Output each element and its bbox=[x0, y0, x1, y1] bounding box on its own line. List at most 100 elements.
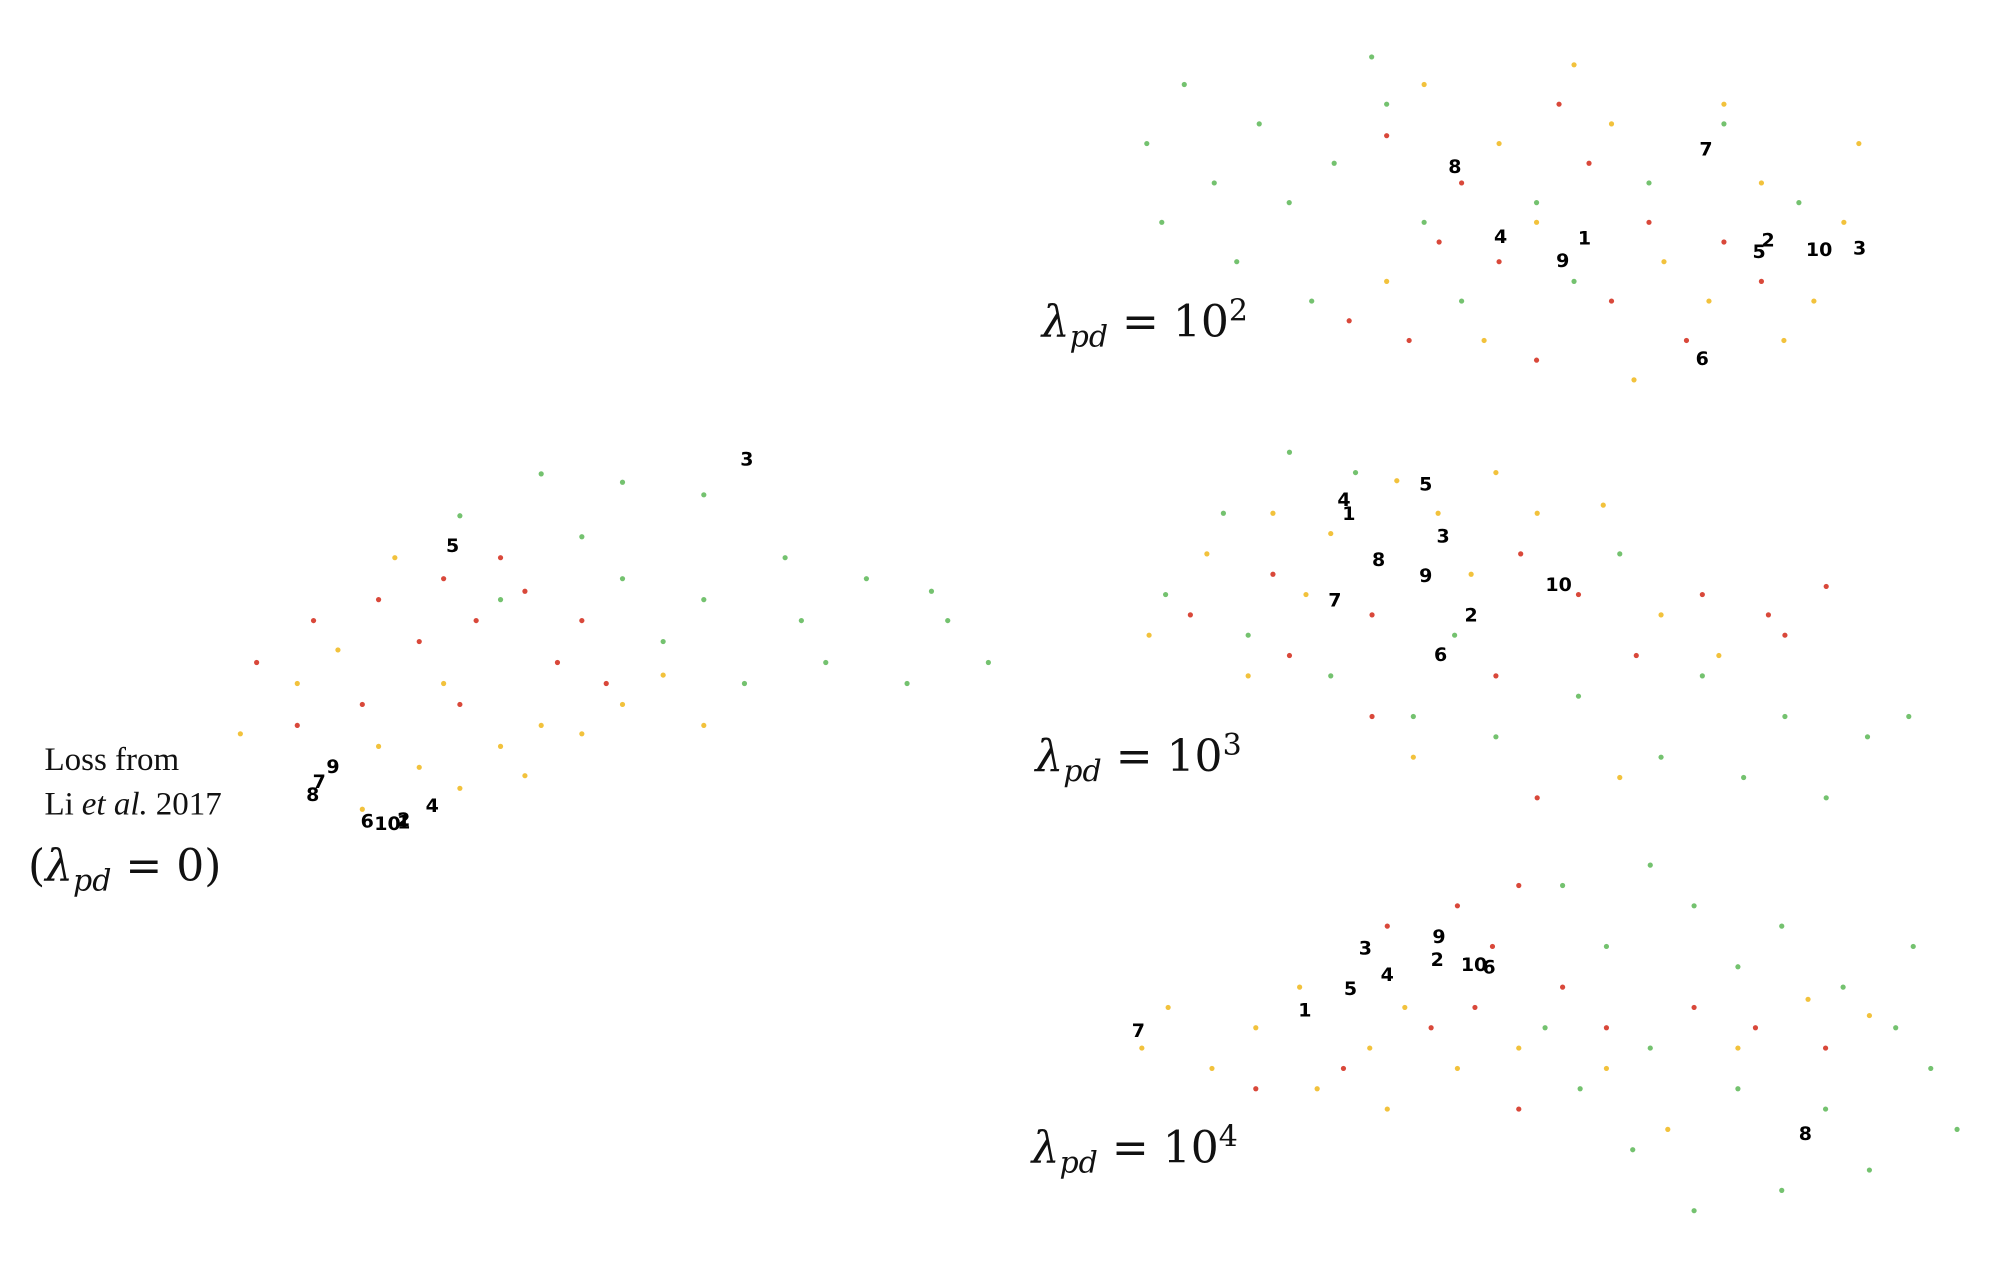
relation: = bbox=[1116, 731, 1153, 782]
point bbox=[1384, 133, 1390, 139]
point-label: 3 bbox=[1853, 238, 1866, 260]
point-label: 9 bbox=[1432, 926, 1445, 948]
point-label: 2 bbox=[1431, 949, 1444, 971]
point bbox=[1658, 754, 1664, 760]
point bbox=[538, 471, 544, 477]
point bbox=[1630, 1147, 1636, 1153]
paren: ) bbox=[204, 840, 221, 891]
point bbox=[554, 659, 561, 666]
point bbox=[1796, 200, 1802, 206]
point bbox=[1493, 469, 1499, 476]
point bbox=[1577, 1086, 1583, 1092]
point bbox=[1586, 160, 1592, 166]
point bbox=[1805, 996, 1811, 1002]
point bbox=[1297, 984, 1303, 990]
point bbox=[1220, 510, 1227, 516]
point bbox=[1617, 551, 1623, 557]
point bbox=[579, 617, 585, 624]
point bbox=[1489, 943, 1496, 950]
point bbox=[1781, 337, 1787, 344]
symbol: λ bbox=[43, 840, 73, 891]
point bbox=[701, 722, 707, 729]
point bbox=[1811, 298, 1817, 304]
point bbox=[1428, 1025, 1434, 1031]
point-label: 4 bbox=[1337, 489, 1350, 511]
author: Li bbox=[44, 786, 73, 822]
point-label: 7 bbox=[1132, 1020, 1145, 1042]
point-label: 4 bbox=[426, 795, 439, 817]
point bbox=[1841, 219, 1847, 225]
point bbox=[375, 597, 382, 603]
point-label: 4 bbox=[1494, 226, 1507, 248]
point-label: 2 bbox=[1762, 230, 1775, 252]
point bbox=[1534, 510, 1540, 516]
point-label: 6 bbox=[1482, 957, 1495, 979]
point bbox=[522, 773, 528, 779]
point bbox=[1866, 1167, 1873, 1173]
point bbox=[1928, 1065, 1934, 1072]
point bbox=[1633, 652, 1639, 659]
point bbox=[1823, 795, 1829, 801]
point bbox=[1303, 591, 1309, 598]
point bbox=[619, 701, 626, 708]
paren: ( bbox=[28, 840, 45, 891]
point bbox=[782, 555, 788, 561]
point bbox=[1402, 1004, 1408, 1011]
point bbox=[945, 617, 951, 624]
relation: = bbox=[1112, 1122, 1149, 1173]
point-label: 7 bbox=[1699, 138, 1712, 160]
point bbox=[1331, 160, 1337, 166]
point bbox=[1721, 121, 1727, 127]
point bbox=[441, 680, 447, 687]
symbol: λ bbox=[1030, 1122, 1060, 1173]
point bbox=[1608, 121, 1615, 127]
point bbox=[1286, 652, 1293, 659]
point bbox=[1314, 1086, 1320, 1092]
point-label: 5 bbox=[1344, 978, 1357, 1000]
year: 2017 bbox=[156, 786, 222, 822]
point bbox=[1211, 180, 1217, 186]
math-title: λpd = 104 bbox=[1030, 1119, 1238, 1180]
point-label: 5 bbox=[1419, 474, 1432, 496]
point bbox=[1286, 449, 1293, 455]
point bbox=[1384, 923, 1390, 929]
point bbox=[1716, 652, 1722, 659]
point bbox=[1866, 1012, 1873, 1019]
point bbox=[1253, 1025, 1259, 1031]
point-label: 7 bbox=[1328, 590, 1341, 612]
point bbox=[497, 597, 504, 603]
point-label: 8 bbox=[1448, 156, 1461, 178]
exponent: 3 bbox=[1223, 728, 1242, 763]
point bbox=[1245, 632, 1251, 638]
point bbox=[1459, 180, 1465, 186]
point bbox=[1617, 774, 1623, 781]
point bbox=[1328, 673, 1334, 679]
point-label: 10 bbox=[374, 813, 400, 835]
point-label: 4 bbox=[1381, 964, 1394, 986]
point bbox=[457, 785, 463, 791]
point bbox=[1658, 612, 1664, 618]
point bbox=[1369, 612, 1375, 618]
point-label: 2 bbox=[397, 809, 410, 831]
point bbox=[1410, 754, 1416, 760]
point bbox=[1144, 140, 1150, 147]
point bbox=[1758, 278, 1765, 284]
point bbox=[1779, 1187, 1785, 1193]
point bbox=[579, 534, 585, 540]
point bbox=[1647, 1045, 1653, 1051]
point-label: 6 bbox=[1434, 644, 1447, 666]
point bbox=[1910, 943, 1916, 950]
point bbox=[1410, 713, 1416, 720]
point bbox=[335, 647, 341, 653]
math-title: (λpd = 0) bbox=[28, 840, 222, 898]
caption-line: Li et al. 2017 bbox=[44, 786, 221, 822]
point bbox=[1421, 81, 1427, 88]
point bbox=[1516, 882, 1522, 889]
point bbox=[1856, 140, 1862, 147]
point bbox=[1328, 530, 1334, 537]
base: 10 bbox=[1163, 1122, 1219, 1173]
point bbox=[237, 731, 243, 737]
point bbox=[985, 659, 991, 666]
point-label: 9 bbox=[1556, 250, 1569, 272]
subscript: pd bbox=[73, 863, 111, 898]
